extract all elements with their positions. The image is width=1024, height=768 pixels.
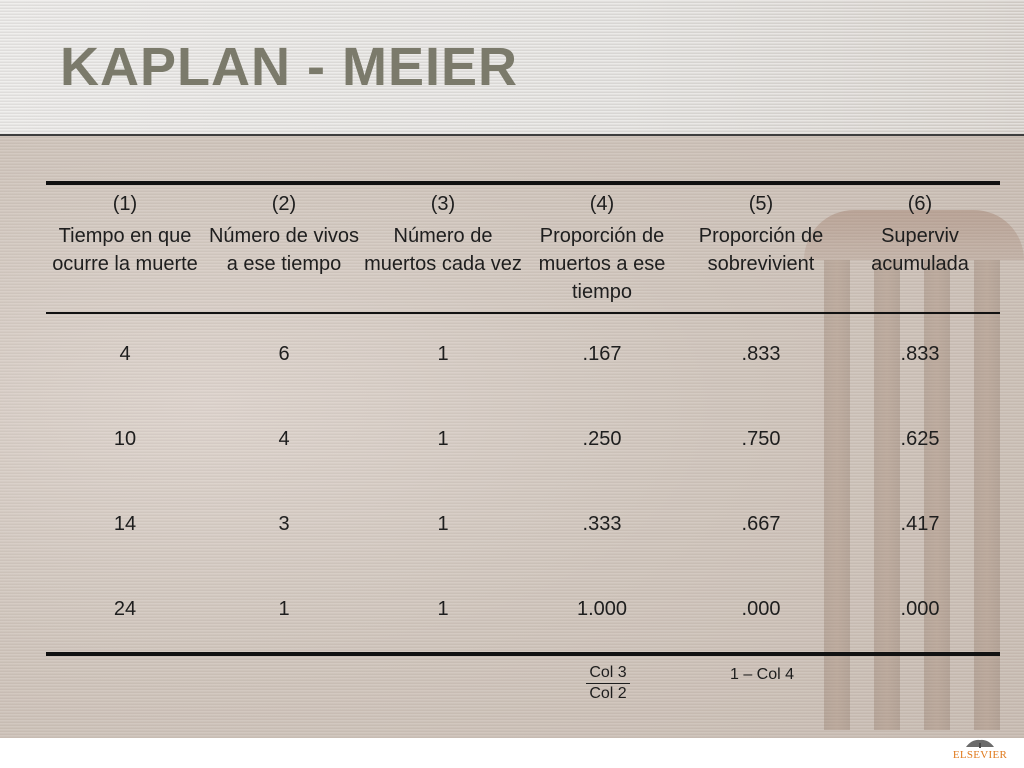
col4-formula: Col 3 Col 2 bbox=[586, 664, 630, 703]
column-number: (1) bbox=[112, 193, 138, 215]
table-header-rule bbox=[46, 312, 1000, 314]
column-label: Número de muertos cada vez bbox=[364, 225, 522, 275]
col5-formula: 1 – Col 4 bbox=[729, 666, 795, 683]
table-cell: .750 bbox=[741, 428, 781, 450]
table-cell: 24 bbox=[113, 598, 137, 620]
tree-icon bbox=[966, 739, 994, 748]
column-decoration bbox=[974, 260, 1000, 730]
table-cell: .333 bbox=[582, 513, 622, 535]
table-cell: .625 bbox=[900, 428, 940, 450]
table-cell: .833 bbox=[900, 343, 940, 365]
table-top-rule bbox=[46, 181, 1000, 185]
arch-decoration bbox=[804, 210, 1024, 260]
table-cell: 10 bbox=[113, 428, 137, 450]
table-cell: .667 bbox=[741, 513, 781, 535]
formula-numerator: Col 3 bbox=[586, 664, 630, 684]
publisher-name: ELSEVIER bbox=[952, 749, 1008, 761]
table-cell: 6 bbox=[278, 343, 290, 365]
column-label: Proporción de muertos a ese tiempo bbox=[538, 225, 666, 303]
table-cell: 4 bbox=[119, 343, 131, 365]
slide-background: KAPLAN - MEIER (1) Tiempo en que ocurre … bbox=[0, 0, 1024, 738]
column-header-3: (3) Número de muertos cada vez bbox=[364, 190, 522, 278]
table-cell: 3 bbox=[278, 513, 290, 535]
column-number: (4) bbox=[589, 193, 615, 215]
column-header-4: (4) Proporción de muertos a ese tiempo bbox=[523, 190, 681, 306]
column-number: (2) bbox=[271, 193, 297, 215]
column-label: Superviv acumulada bbox=[871, 225, 969, 275]
column-decoration bbox=[824, 260, 850, 730]
table-cell: 1 bbox=[437, 598, 449, 620]
column-number: (6) bbox=[907, 193, 933, 215]
table-cell: .417 bbox=[900, 513, 940, 535]
decorative-columns-image bbox=[794, 140, 1024, 738]
table-cell: .167 bbox=[582, 343, 622, 365]
column-header-2: (2) Número de vivos a ese tiempo bbox=[205, 190, 363, 278]
column-header-5: (5) Proporción de sobrevivient bbox=[682, 190, 840, 278]
table-cell: .000 bbox=[900, 598, 940, 620]
title-divider bbox=[0, 134, 1024, 136]
table-cell: 4 bbox=[278, 428, 290, 450]
formula-denominator: Col 2 bbox=[589, 685, 627, 702]
table-cell: .000 bbox=[741, 598, 781, 620]
title-band bbox=[0, 0, 1024, 134]
table-cell: 1.000 bbox=[576, 598, 628, 620]
table-cell: 1 bbox=[437, 513, 449, 535]
table-cell: 1 bbox=[437, 428, 449, 450]
column-decoration bbox=[924, 260, 950, 730]
column-header-1: (1) Tiempo en que ocurre la muerte bbox=[46, 190, 204, 278]
column-label: Tiempo en que ocurre la muerte bbox=[52, 225, 198, 275]
table-cell: 1 bbox=[437, 343, 449, 365]
table-cell: .250 bbox=[582, 428, 622, 450]
table-cell: 1 bbox=[278, 598, 290, 620]
column-label: Número de vivos a ese tiempo bbox=[208, 225, 360, 275]
column-header-6: (6) Superviv acumulada bbox=[841, 190, 999, 278]
column-number: (3) bbox=[430, 193, 456, 215]
column-number: (5) bbox=[748, 193, 774, 215]
table-cell: 14 bbox=[113, 513, 137, 535]
publisher-logo: ELSEVIER bbox=[950, 738, 1010, 766]
column-label: Proporción de sobrevivient bbox=[698, 225, 824, 275]
table-bottom-rule bbox=[46, 652, 1000, 656]
table-cell: .833 bbox=[741, 343, 781, 365]
column-decoration bbox=[874, 260, 900, 730]
slide-title: KAPLAN - MEIER bbox=[60, 37, 518, 97]
